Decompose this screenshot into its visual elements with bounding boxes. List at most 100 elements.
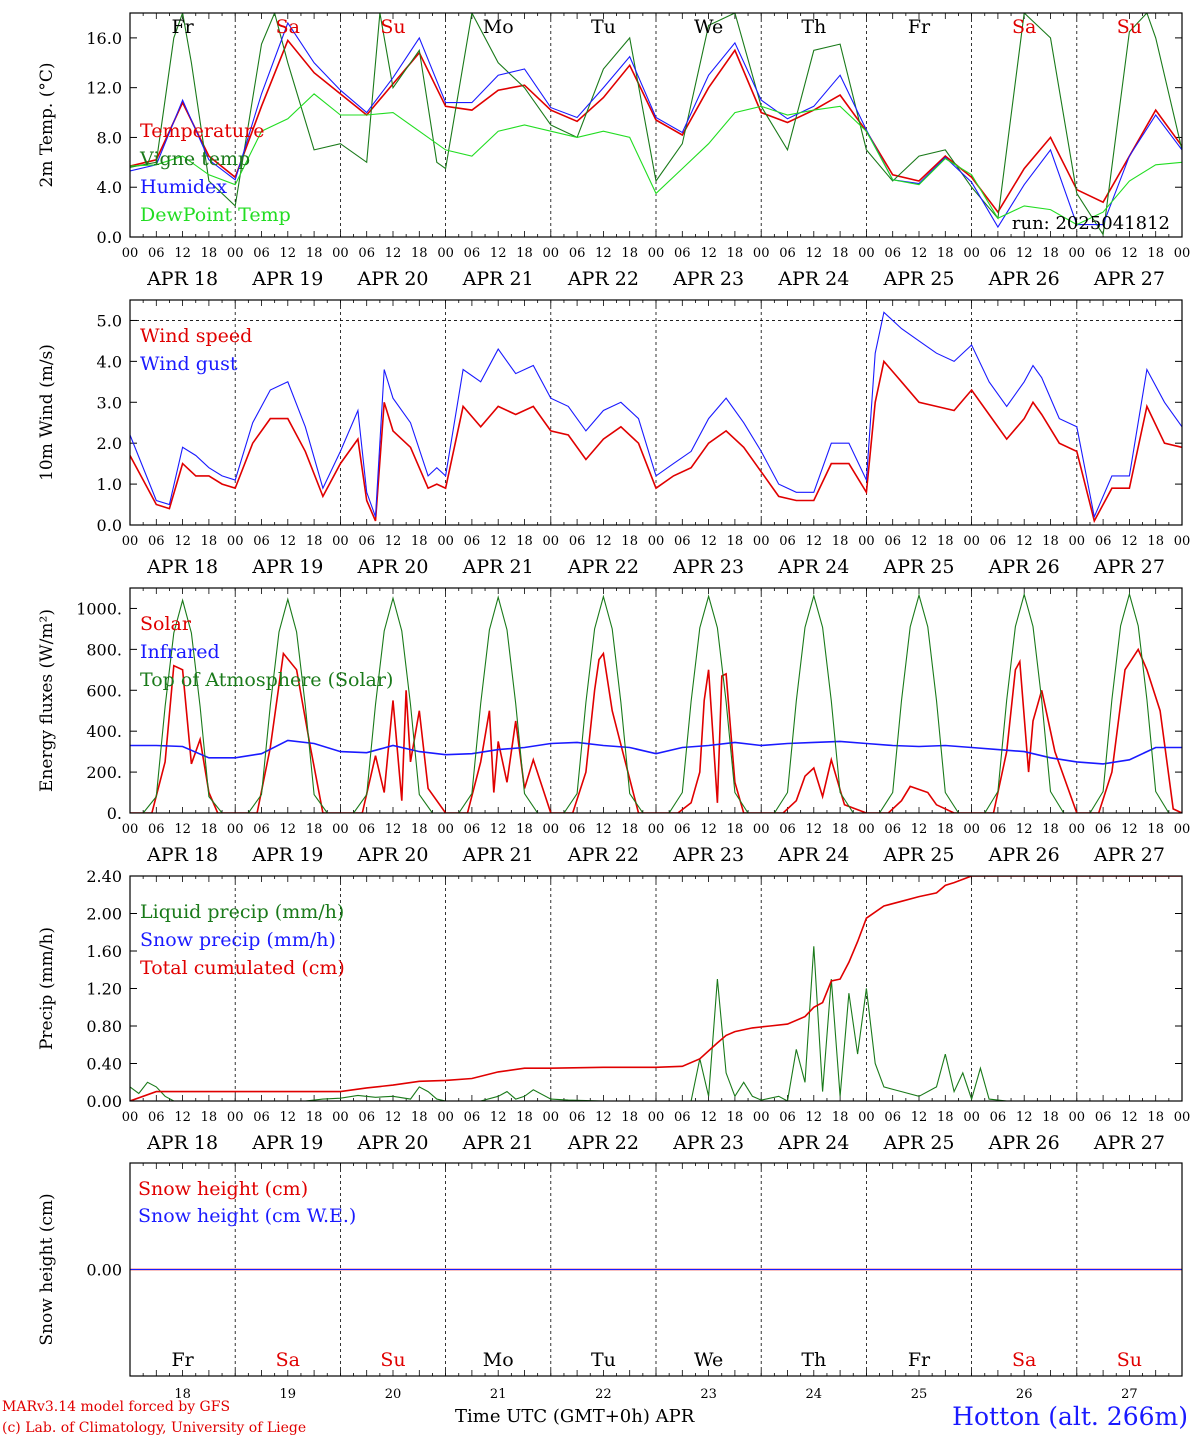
hour-tick-label: 06 bbox=[990, 534, 1007, 549]
hour-tick-label: 12 bbox=[595, 1110, 612, 1125]
hour-tick-label: 18 bbox=[621, 246, 638, 261]
date-label: APR 18 bbox=[146, 1132, 218, 1154]
date-label: APR 19 bbox=[251, 1132, 323, 1154]
hour-tick-label: 00 bbox=[332, 246, 349, 261]
hour-tick-label: 06 bbox=[1095, 822, 1112, 837]
hour-tick-label: 12 bbox=[700, 1110, 717, 1125]
hour-tick-label: 12 bbox=[700, 246, 717, 261]
legend-entry: Temperature bbox=[140, 120, 264, 142]
hour-tick-label: 12 bbox=[911, 1110, 928, 1125]
hour-tick-label: 00 bbox=[122, 822, 139, 837]
y-tick-label: 1.60 bbox=[86, 942, 122, 961]
date-label: APR 20 bbox=[356, 268, 428, 290]
date-label: APR 26 bbox=[988, 1132, 1060, 1154]
hour-tick-label: 00 bbox=[332, 534, 349, 549]
hour-tick-label: 12 bbox=[1016, 1110, 1033, 1125]
hour-tick-label: 18 bbox=[411, 246, 428, 261]
hour-tick-label: 00 bbox=[1069, 1110, 1086, 1125]
hour-tick-label: 00 bbox=[332, 822, 349, 837]
series-line-temperature bbox=[130, 38, 1182, 214]
hour-tick-label: 18 bbox=[727, 822, 744, 837]
hour-tick-label: 06 bbox=[674, 534, 691, 549]
weekday-label: Fr bbox=[171, 16, 194, 38]
hour-tick-label: 12 bbox=[385, 1110, 402, 1125]
hour-tick-label: 00 bbox=[753, 534, 770, 549]
lab-credit: (c) Lab. of Climatology, University of L… bbox=[2, 1420, 307, 1436]
weekday-label-bottom: Sa bbox=[276, 1349, 300, 1371]
hour-tick-label: 18 bbox=[621, 534, 638, 549]
station-location: Hotton (alt. 266m) bbox=[952, 1402, 1188, 1431]
weekday-label: Mo bbox=[483, 16, 514, 38]
hour-tick-label: 18 bbox=[411, 822, 428, 837]
date-label: APR 18 bbox=[146, 844, 218, 866]
date-label: APR 26 bbox=[988, 268, 1060, 290]
hour-tick-label: 06 bbox=[1095, 246, 1112, 261]
hour-tick-label: 06 bbox=[990, 822, 1007, 837]
hour-tick-label: 18 bbox=[727, 246, 744, 261]
hour-tick-label: 18 bbox=[306, 534, 323, 549]
date-label: APR 23 bbox=[672, 1132, 744, 1154]
y-tick-label: 2.00 bbox=[86, 905, 122, 924]
hour-tick-label: 12 bbox=[911, 534, 928, 549]
hour-tick-label: 06 bbox=[674, 822, 691, 837]
hour-tick-label: 06 bbox=[253, 822, 270, 837]
y-tick-label: 0. bbox=[107, 804, 122, 823]
day-number-label: 24 bbox=[806, 1387, 823, 1402]
date-label: APR 21 bbox=[462, 268, 534, 290]
legend-entry: Humidex bbox=[140, 176, 227, 198]
time-axis-title: Time UTC (GMT+0h) bbox=[455, 1406, 650, 1427]
y-tick-label: 3.0 bbox=[97, 393, 122, 412]
weekday-label: Su bbox=[1117, 16, 1142, 38]
hour-tick-label: 12 bbox=[280, 246, 297, 261]
hour-tick-label: 00 bbox=[227, 1110, 244, 1125]
hour-tick-label: 12 bbox=[700, 534, 717, 549]
hour-tick-label: 18 bbox=[201, 822, 218, 837]
hour-tick-label: 00 bbox=[1174, 246, 1191, 261]
day-number-label: 26 bbox=[1016, 1387, 1033, 1402]
hour-tick-label: 06 bbox=[148, 246, 165, 261]
legend-entry: Wind speed bbox=[140, 325, 252, 347]
y-axis-label: Snow height (cm) bbox=[37, 1193, 57, 1345]
series-line-top-of-atmosphere-solar- bbox=[130, 592, 1182, 813]
hour-tick-label: 12 bbox=[490, 1110, 507, 1125]
date-label: APR 23 bbox=[672, 556, 744, 578]
y-tick-label: 1.20 bbox=[86, 980, 122, 999]
day-number-label: 19 bbox=[280, 1387, 297, 1402]
hour-tick-label: 18 bbox=[1147, 822, 1164, 837]
hour-tick-label: 18 bbox=[937, 1110, 954, 1125]
hour-tick-label: 00 bbox=[753, 1110, 770, 1125]
hour-tick-label: 06 bbox=[884, 1110, 901, 1125]
weekday-label: Tu bbox=[591, 16, 616, 38]
y-tick-label: 4.0 bbox=[97, 178, 122, 197]
y-tick-label: 0.0 bbox=[97, 228, 122, 247]
day-number-label: 27 bbox=[1121, 1387, 1138, 1402]
hour-tick-label: 12 bbox=[280, 534, 297, 549]
date-label: APR 22 bbox=[567, 268, 639, 290]
y-tick-label: 400. bbox=[86, 722, 122, 741]
hour-tick-label: 18 bbox=[201, 1110, 218, 1125]
hour-tick-label: 00 bbox=[648, 534, 665, 549]
date-label: APR 24 bbox=[777, 844, 849, 866]
hour-tick-label: 12 bbox=[490, 534, 507, 549]
date-label: APR 21 bbox=[462, 844, 534, 866]
date-label: APR 22 bbox=[567, 1132, 639, 1154]
hour-tick-label: 06 bbox=[148, 1110, 165, 1125]
hour-tick-label: 06 bbox=[884, 534, 901, 549]
day-number-label: 23 bbox=[700, 1387, 717, 1402]
hour-tick-label: 18 bbox=[201, 534, 218, 549]
hour-tick-label: 06 bbox=[253, 1110, 270, 1125]
hour-tick-label: 00 bbox=[437, 1110, 454, 1125]
date-label: APR 22 bbox=[567, 844, 639, 866]
hour-tick-label: 12 bbox=[385, 246, 402, 261]
date-label: APR 19 bbox=[251, 268, 323, 290]
hour-tick-label: 12 bbox=[911, 822, 928, 837]
hour-tick-label: 06 bbox=[464, 534, 481, 549]
legend-entry: DewPoint Temp bbox=[140, 204, 291, 226]
hour-tick-label: 18 bbox=[1042, 534, 1059, 549]
wind-series bbox=[130, 311, 1182, 524]
temp-series bbox=[130, 13, 1182, 237]
hour-tick-label: 18 bbox=[516, 534, 533, 549]
hour-tick-label: 18 bbox=[411, 534, 428, 549]
date-label: APR 25 bbox=[882, 268, 954, 290]
